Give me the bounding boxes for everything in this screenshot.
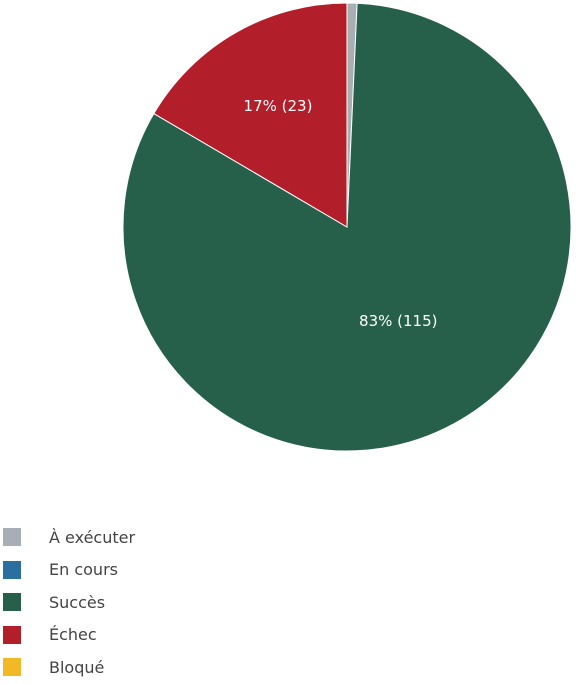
legend-label: Échec	[49, 625, 97, 645]
legend-item-echec[interactable]: Échec	[3, 619, 135, 652]
legend-swatch	[3, 625, 21, 644]
legend-swatch	[3, 593, 21, 612]
legend-item-en-cours[interactable]: En cours	[3, 554, 135, 587]
legend-swatch	[3, 658, 21, 677]
legend-item-a-executer[interactable]: À exécuter	[3, 521, 135, 554]
legend-swatch	[3, 528, 21, 547]
legend-label: Bloqué	[49, 657, 105, 677]
pie-slice-3[interactable]	[153, 2, 348, 228]
legend-label: Succès	[49, 592, 106, 612]
legend-label: En cours	[49, 560, 118, 580]
legend-swatch	[3, 560, 21, 579]
slice-data-label-2: 83% (115)	[359, 312, 437, 330]
legend-label: À exécuter	[49, 527, 136, 547]
legend-item-bloque[interactable]: Bloqué	[3, 651, 135, 684]
legend-item-succes[interactable]: Succès	[3, 586, 135, 619]
chart-legend: À exécuter En cours Succès Échec Bloqué	[3, 521, 135, 684]
slice-data-label-3: 17% (23)	[244, 97, 313, 115]
pie-chart: 83% (115) 17% (23)	[122, 2, 572, 452]
